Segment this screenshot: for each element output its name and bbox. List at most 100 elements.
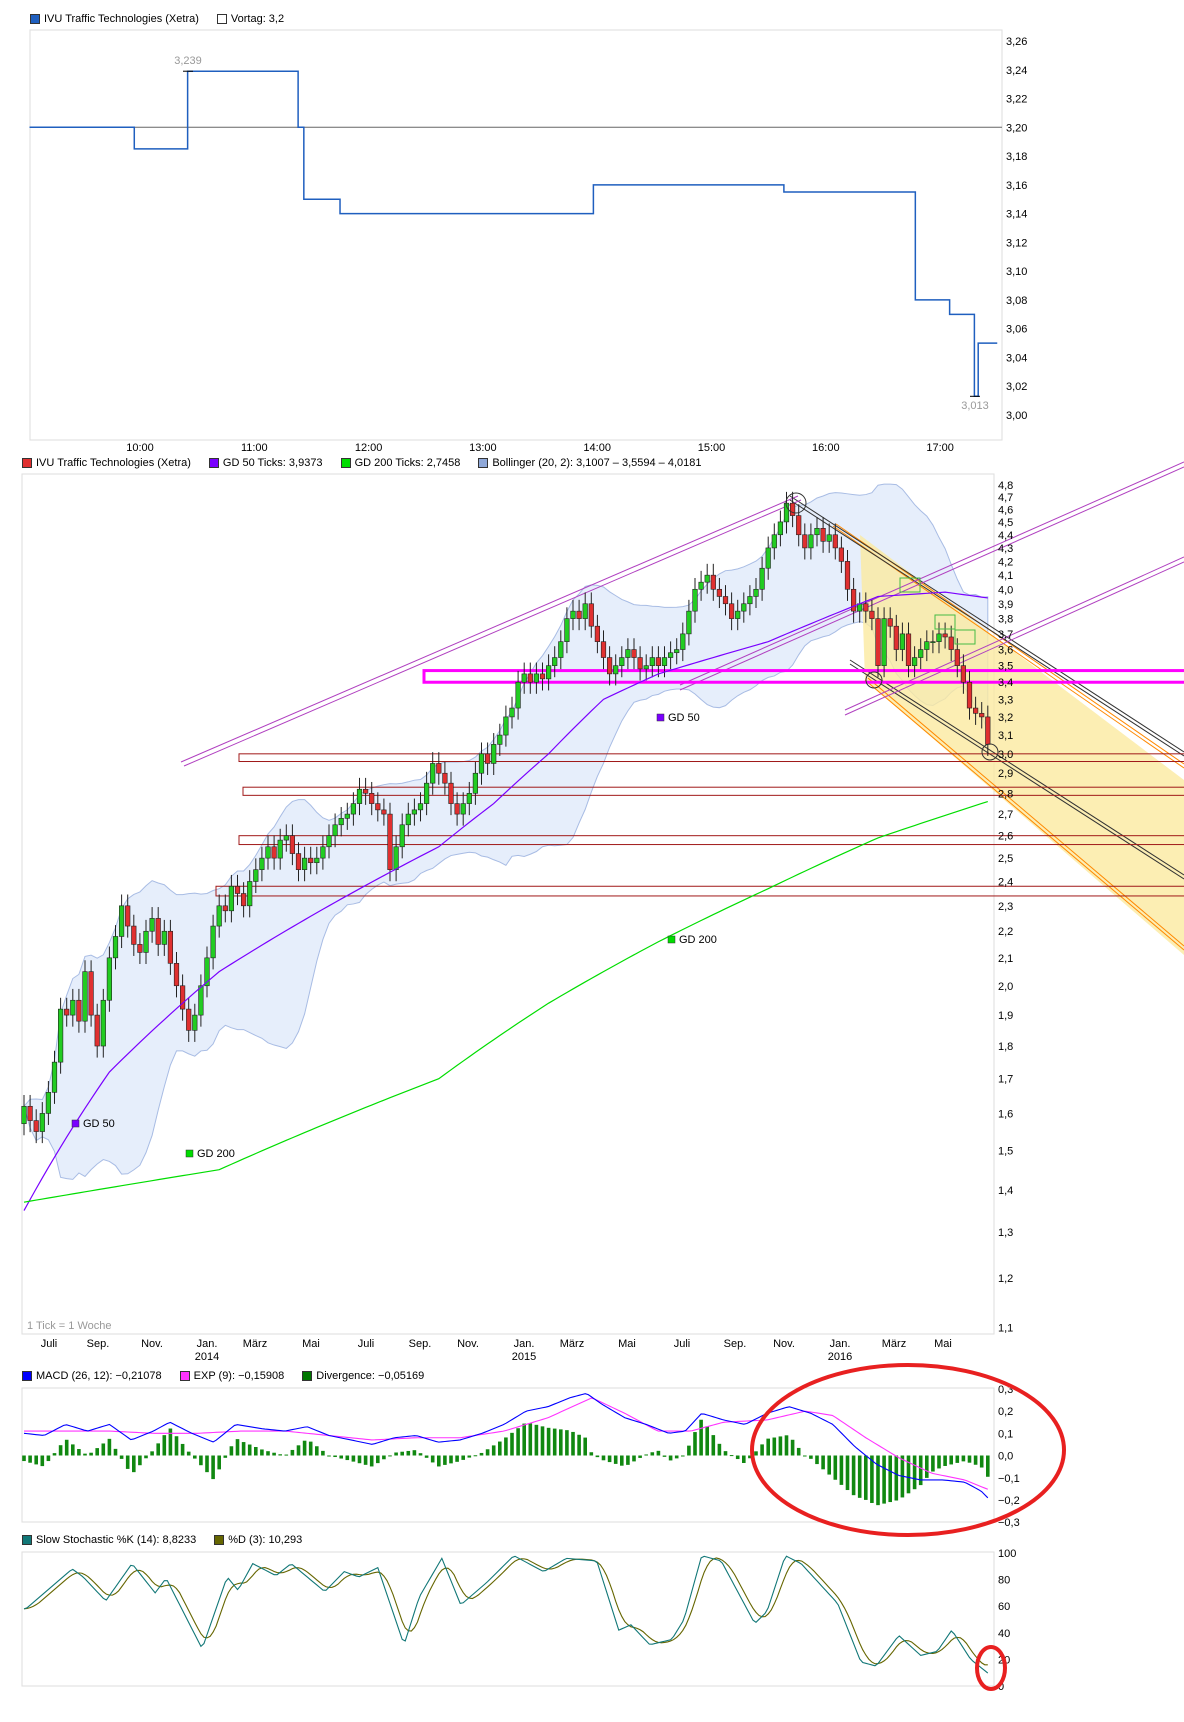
candle [283, 835, 289, 841]
candle [820, 527, 826, 542]
y-tick-label: 3,20 [1006, 122, 1027, 134]
candle [753, 588, 759, 597]
candle [192, 1014, 198, 1031]
divergence-bar [174, 1436, 179, 1456]
y-tick-label: 1,8 [998, 1041, 1013, 1053]
candle [777, 521, 783, 536]
candle [57, 1008, 64, 1063]
divergence-bar [650, 1452, 655, 1456]
divergence-bar [363, 1455, 368, 1465]
candle [686, 610, 692, 635]
candle [619, 657, 625, 666]
divergence-bar [205, 1455, 209, 1473]
y-tick-label: 4,8 [998, 480, 1013, 492]
candle [631, 649, 637, 658]
divergence-bar [937, 1455, 941, 1469]
uptrend-line [183, 499, 802, 767]
x-tick-label: Juli [41, 1338, 58, 1350]
divergence-bar [144, 1455, 148, 1459]
candle [613, 665, 619, 675]
y-tick-label: 2,9 [998, 768, 1013, 780]
uptrend-line [679, 461, 1184, 686]
y-tick-label: 3,00 [1006, 410, 1027, 422]
uptrend-line [844, 561, 1184, 716]
y-tick-label: 3,4 [998, 677, 1013, 689]
candle [649, 657, 655, 666]
legend-label: %D (3): 10,293 [228, 1534, 303, 1546]
y-tick-label: 4,4 [998, 530, 1013, 542]
divergence-bar [376, 1455, 380, 1464]
x-tick-label: Mai [618, 1338, 636, 1350]
x-tick-label: 14:00 [583, 442, 611, 454]
candle [472, 772, 479, 794]
candle [802, 534, 808, 549]
divergence-bar [809, 1455, 813, 1459]
legend-item: Bollinger (20, 2): 3,1007 – 3,5594 – 4,0… [478, 457, 702, 469]
candle [844, 561, 851, 590]
candle [838, 547, 844, 562]
y-tick-label: 1,4 [998, 1185, 1013, 1197]
divergence-bar [241, 1442, 246, 1456]
candle [234, 885, 241, 894]
y-tick-label: 80 [998, 1575, 1010, 1587]
candle [942, 633, 948, 638]
divergence-bar [443, 1455, 447, 1465]
y-tick-label: 2,8 [998, 788, 1013, 800]
x-tick-label: 15:00 [698, 442, 726, 454]
x-tick-label: Sep. [409, 1338, 432, 1350]
candle [375, 803, 381, 811]
candle [972, 707, 979, 714]
divergence-bar [943, 1455, 947, 1466]
y-tick-label: 60 [998, 1601, 1010, 1613]
divergence-bar [699, 1419, 703, 1456]
divergence-bar [949, 1455, 953, 1465]
y-tick-label: 2,2 [998, 926, 1013, 938]
divergence-bar [467, 1455, 472, 1458]
candle [789, 502, 796, 516]
candle [588, 603, 594, 627]
signal-line [24, 1397, 989, 1490]
x-year-label: 2016 [828, 1351, 852, 1363]
divergence-bar [754, 1451, 758, 1456]
y-tick-label: 3,12 [1006, 237, 1027, 249]
divergence-bar [528, 1423, 533, 1456]
divergence-bar [790, 1439, 795, 1456]
divergence-bar [461, 1455, 465, 1460]
legend-label: IVU Traffic Technologies (Xetra) [36, 457, 191, 469]
gd50-label: GD 50 [668, 712, 700, 724]
divergence-bar [955, 1455, 960, 1463]
x-year-label: 2014 [195, 1351, 219, 1363]
candle [289, 835, 296, 854]
candle [436, 763, 442, 774]
pattern-circle-marker [981, 743, 999, 761]
divergence-bar [778, 1436, 783, 1456]
divergence-bar [491, 1445, 496, 1456]
candle [875, 618, 881, 666]
candle [119, 905, 125, 937]
candle [521, 673, 527, 683]
divergence-bar [302, 1440, 307, 1456]
divergence-bar [888, 1455, 892, 1503]
candle [515, 681, 521, 709]
candle [228, 885, 235, 912]
candle [149, 918, 155, 932]
divergence-bar [272, 1452, 276, 1456]
divergence-bar [46, 1455, 51, 1462]
x-tick-label: 13:00 [469, 442, 497, 454]
candle [362, 788, 369, 794]
candle [381, 809, 387, 815]
divergence-bar [424, 1455, 429, 1458]
candle [808, 534, 814, 549]
divergence-bar [89, 1452, 93, 1456]
divergence-bar [260, 1449, 264, 1456]
x-tick-label: Sep. [87, 1338, 110, 1350]
macd-line [23, 1393, 989, 1499]
divergence-bar [534, 1424, 539, 1456]
orange-trend-line [864, 679, 1184, 951]
candle [216, 905, 222, 927]
y-tick-label: 0 [998, 1681, 1004, 1693]
y-tick-label: 4,5 [998, 517, 1013, 529]
legend-label: GD 200 Ticks: 2,7458 [354, 457, 461, 469]
trend-channel-fill [860, 535, 1184, 955]
candle [180, 985, 186, 1010]
